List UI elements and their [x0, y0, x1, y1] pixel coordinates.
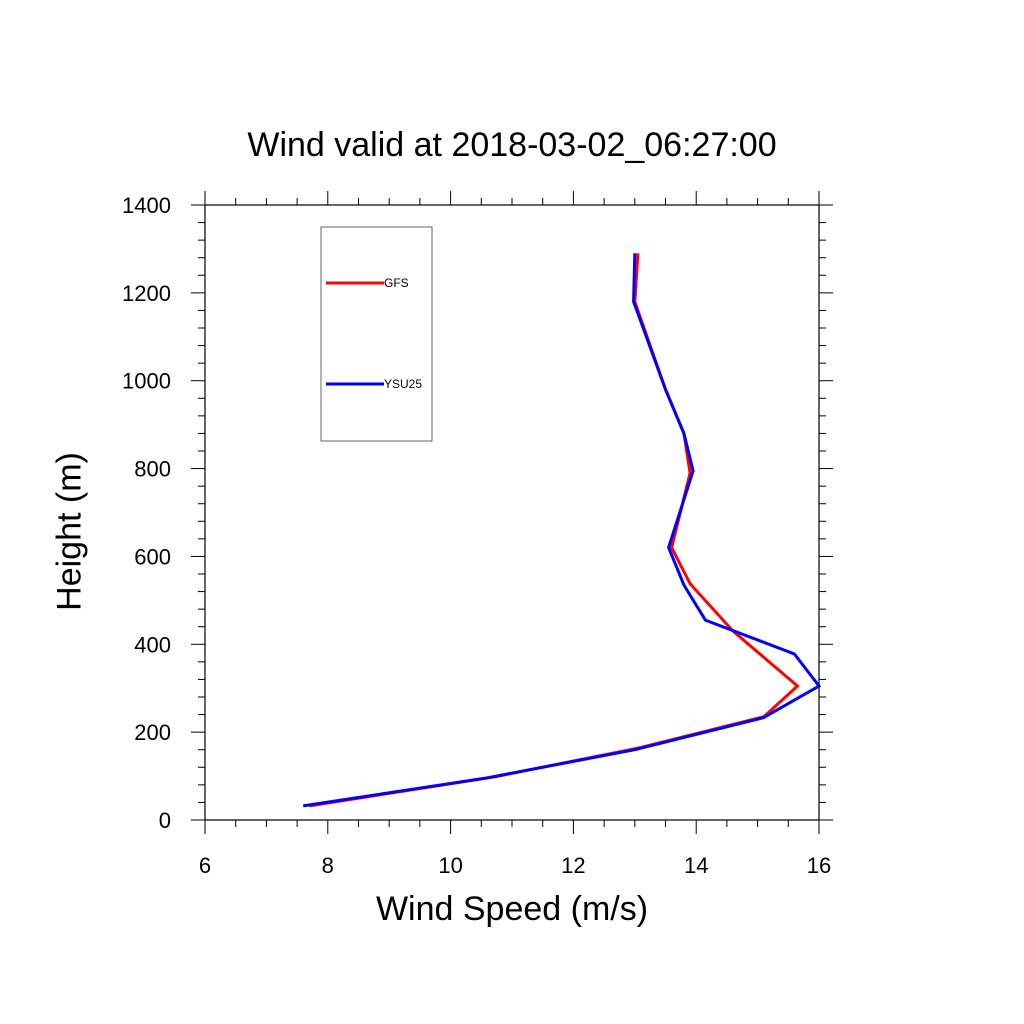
x-axis-label: Wind Speed (m/s): [375, 890, 649, 928]
y-tick-label: 1000: [122, 369, 171, 394]
legend: GFS YSU25: [320, 226, 433, 442]
x-tick-label: 16: [807, 853, 831, 878]
y-tick-label: 800: [134, 457, 171, 482]
series-line-gfs: [309, 253, 800, 808]
y-tick-label: 200: [134, 720, 171, 745]
chart-title: Wind valid at 2018-03-02_06:27:00: [247, 126, 777, 164]
plot-frame: [204, 204, 820, 821]
legend-box: [320, 226, 433, 442]
legend-label-gfs: GFS: [384, 276, 409, 290]
y-tick-label: 0: [159, 808, 171, 833]
series-line-ysu25: [302, 253, 822, 808]
axis-ticks: 6 8 10 12 14 16 0 200 400 600 800 1000 1200 1400: [122, 191, 833, 878]
x-tick-label: 10: [438, 853, 462, 878]
y-tick-label: 1400: [122, 193, 171, 218]
x-tick-label: 12: [561, 853, 585, 878]
x-tick-label: 14: [684, 853, 708, 878]
y-tick-label: 600: [134, 544, 171, 569]
legend-label-ysu25: YSU25: [384, 377, 422, 391]
x-tick-label: 6: [199, 853, 211, 878]
y-tick-label: 1200: [122, 281, 171, 306]
y-tick-label: 400: [134, 632, 171, 657]
series-lines: [302, 253, 822, 808]
x-tick-label: 8: [322, 853, 334, 878]
